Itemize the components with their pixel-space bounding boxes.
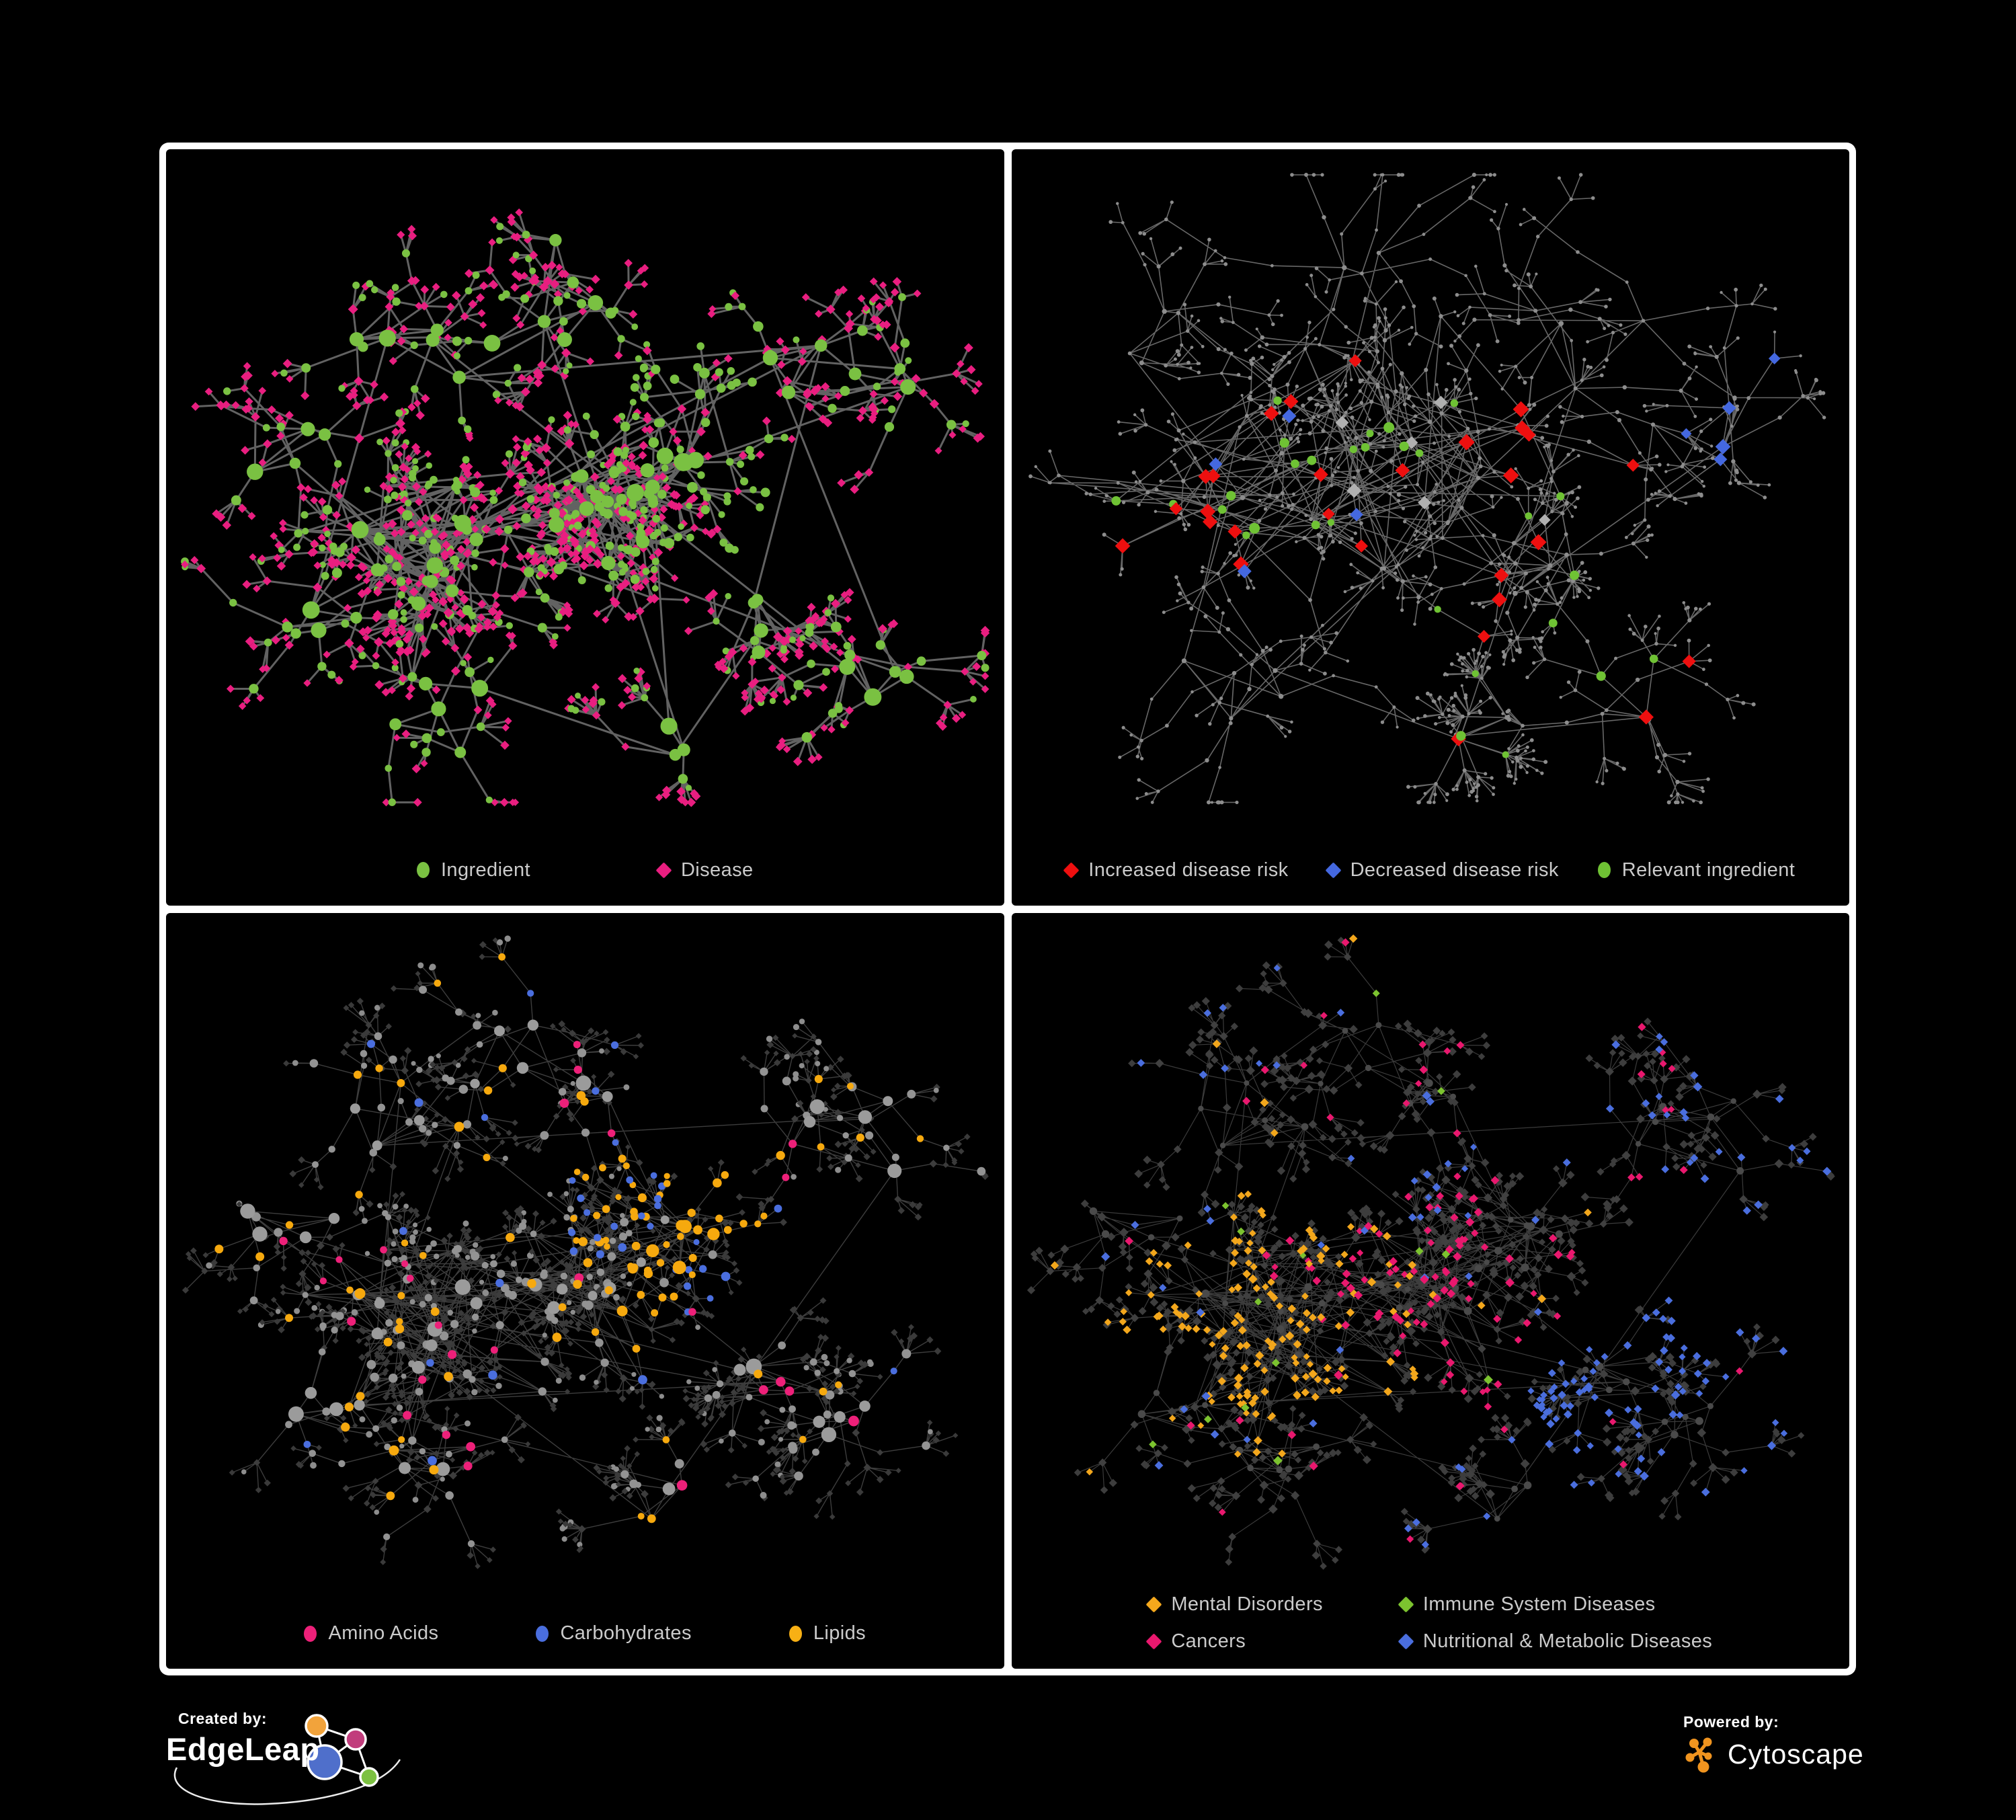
legend-label: Disease [680, 859, 754, 881]
legend-item-lipids: Lipids [789, 1622, 866, 1645]
panel-ingredient-disease: Ingredient Disease [166, 149, 1004, 906]
immune-diseases-diamond-icon [1398, 1596, 1414, 1613]
legend-item-cancers: Cancers [1145, 1630, 1323, 1653]
decreased-risk-diamond-icon [1325, 861, 1342, 879]
legend-label: Ingredient [440, 859, 530, 881]
legend-item-disease: Disease [655, 859, 754, 881]
legend-label: Carbohydrates [560, 1622, 692, 1644]
panel-disease-classes: Mental Disorders Immune System Diseases … [1011, 912, 1850, 1669]
legend-label: Lipids [813, 1622, 866, 1644]
relevant-ingredient-circle-icon [1597, 862, 1611, 878]
legend-label: Relevant ingredient [1621, 859, 1796, 881]
legend-item-nutritional-metabolic: Nutritional & Metabolic Diseases [1398, 1630, 1713, 1653]
legend-item-relevant-ingredient: Relevant ingredient [1597, 859, 1796, 881]
edgeleap-network-icon [173, 1714, 401, 1805]
legend-label: Immune System Diseases [1422, 1593, 1656, 1615]
ingredient-circle-icon [416, 862, 430, 878]
amino-acids-circle-icon [304, 1625, 317, 1642]
legend-item-carbohydrates: Carbohydrates [536, 1622, 691, 1645]
figure-frame: Ingredient Disease Increased disease ris… [159, 143, 1856, 1675]
macronutrients-network-graph [182, 935, 989, 1569]
legend-item-amino-acids: Amino Acids [304, 1622, 438, 1645]
legend-label: Nutritional & Metabolic Diseases [1422, 1630, 1713, 1652]
disease-risk-network-graph [1028, 172, 1826, 805]
panel-disease-risk: Increased disease risk Decreased disease… [1011, 149, 1850, 906]
legend-label: Decreased disease risk [1350, 859, 1559, 881]
legend-item-increased-risk: Increased disease risk [1063, 859, 1289, 881]
legend-disease-risk: Increased disease risk Decreased disease… [1012, 859, 1850, 881]
legend-disease-classes: Mental Disorders Immune System Diseases … [1012, 1593, 1850, 1653]
panel-macronutrients: Amino Acids Carbohydrates Lipids [166, 912, 1004, 1669]
cancers-diamond-icon [1145, 1633, 1162, 1650]
legend-label: Increased disease risk [1088, 859, 1289, 881]
carbohydrates-circle-icon [536, 1625, 549, 1642]
edgeleap-logo: Created by: EdgeLeap [166, 1710, 421, 1811]
legend-label: Cancers [1171, 1630, 1246, 1652]
edgeleap-wordmark: EdgeLeap [166, 1731, 320, 1767]
powered-by-label: Powered by: [1683, 1713, 1779, 1731]
legend-item-immune-diseases: Immune System Diseases [1398, 1593, 1712, 1616]
legend-item-decreased-risk: Decreased disease risk [1325, 859, 1559, 881]
legend-label: Amino Acids [328, 1622, 439, 1644]
legend-label: Mental Disorders [1171, 1593, 1323, 1615]
legend-item-mental-disorders: Mental Disorders [1145, 1593, 1323, 1616]
created-by-label: Created by: [178, 1710, 268, 1727]
cytoscape-wordmark: Cytoscape [1728, 1738, 1864, 1770]
disease-diamond-icon [655, 861, 672, 879]
increased-risk-diamond-icon [1063, 861, 1080, 879]
cytoscape-logo: Powered by: Cytoscape [1683, 1713, 1864, 1774]
legend-item-ingredient: Ingredient [416, 859, 530, 881]
nutritional-metabolic-diamond-icon [1398, 1633, 1414, 1650]
mental-disorders-diamond-icon [1145, 1596, 1162, 1613]
legend-macronutrients: Amino Acids Carbohydrates Lipids [166, 1622, 1004, 1645]
cytoscape-network-icon [1685, 1737, 1712, 1773]
lipids-circle-icon [789, 1625, 802, 1642]
ingredient-disease-network-graph [181, 208, 990, 807]
disease-classes-network-graph [1026, 934, 1835, 1570]
legend-ingredient-disease: Ingredient Disease [166, 859, 1004, 881]
